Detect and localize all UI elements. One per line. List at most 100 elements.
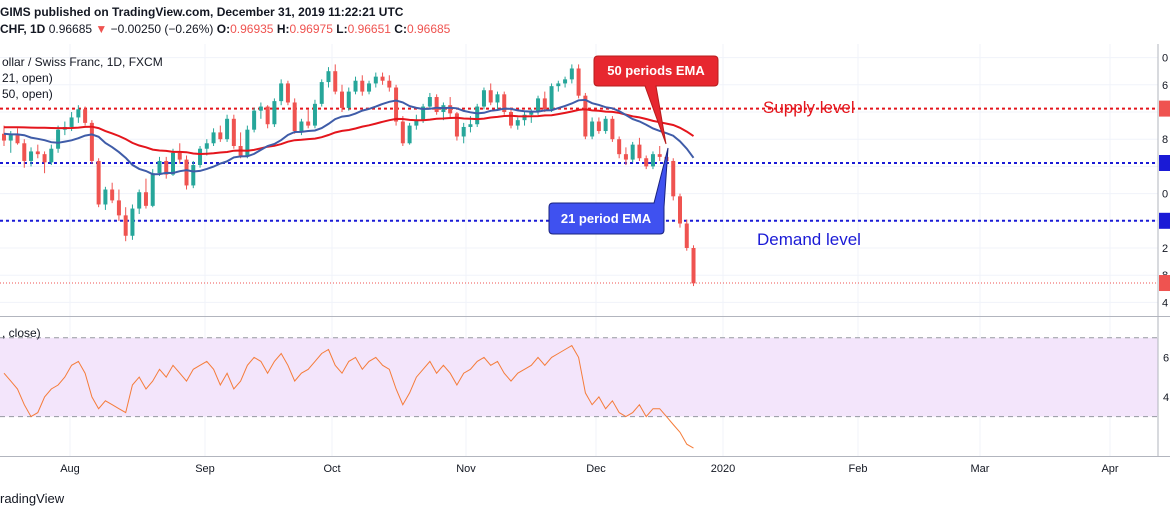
tradingview-brand: radingView: [0, 491, 65, 506]
candle: [279, 79, 284, 106]
candle-body: [306, 121, 311, 126]
candle-body: [610, 118, 615, 140]
candle-body: [89, 122, 94, 161]
candle-body: [373, 76, 378, 84]
candle: [387, 75, 392, 92]
candle: [49, 144, 54, 166]
candle-body: [42, 154, 47, 163]
candle-body: [556, 83, 561, 87]
rsi-legend: , close): [2, 326, 41, 340]
candle-body: [49, 148, 54, 163]
ema50-line: [3, 108, 695, 156]
ema21-callout: 21 period EMA: [548, 147, 669, 235]
candle-body: [468, 124, 473, 127]
candle-body: [380, 76, 385, 81]
candle: [502, 91, 507, 115]
time-tick-label: Sep: [195, 463, 215, 475]
candle-body: [15, 135, 20, 144]
candle: [35, 144, 40, 159]
candle: [245, 125, 250, 159]
candle-body: [299, 121, 304, 132]
candle-body: [285, 83, 290, 103]
low-label: L:: [336, 22, 348, 36]
candle-body: [536, 98, 541, 112]
candle-body: [218, 132, 223, 140]
price-tick-label: 4: [1162, 297, 1168, 309]
candle: [475, 103, 480, 127]
candle: [225, 114, 230, 142]
candle-body: [312, 103, 317, 126]
candle: [116, 189, 121, 221]
candle: [549, 83, 554, 112]
candle: [103, 186, 108, 210]
candle: [110, 182, 115, 204]
candle-body: [326, 71, 331, 83]
candle-body: [279, 83, 284, 102]
candle: [252, 107, 257, 133]
candle-body: [272, 101, 277, 125]
candle: [367, 80, 372, 95]
rsi-axis: 46: [1163, 352, 1169, 403]
down-arrow-icon: ▼: [95, 22, 108, 36]
candle-body: [434, 97, 439, 112]
candle-body: [184, 159, 189, 186]
candle-body: [164, 160, 169, 175]
price-tick-label: 6: [1162, 80, 1168, 92]
candle: [427, 92, 432, 110]
ema50-callout-text: 50 periods EMA: [607, 63, 705, 78]
candle: [509, 109, 513, 129]
time-tick-label: 2020: [711, 463, 735, 475]
candle-body: [644, 158, 649, 167]
candle: [610, 116, 615, 142]
time-tick-label: Oct: [323, 463, 340, 475]
candle: [340, 84, 344, 112]
candle: [434, 94, 439, 115]
candle: [407, 122, 412, 145]
candle-body: [590, 121, 595, 137]
price-tick-label: 0: [1162, 189, 1168, 201]
candle: [326, 67, 331, 88]
candle-body: [29, 151, 34, 161]
ema21-callout-text: 21 period EMA: [561, 211, 652, 226]
candle-body: [509, 112, 513, 126]
time-tick-label: Dec: [586, 463, 606, 475]
time-tick-label: Mar: [971, 463, 990, 475]
price-axis: 4826048260: [1159, 53, 1170, 309]
open-value: 0.96935: [230, 22, 274, 36]
candle-body: [56, 129, 61, 149]
candle: [177, 143, 182, 164]
candle-body: [171, 152, 175, 175]
rsi-band: [0, 337, 1158, 417]
price-tick-label: 0: [1162, 53, 1168, 65]
candle-body: [448, 105, 453, 114]
candle-body: [461, 126, 466, 137]
candle-body: [191, 165, 196, 186]
candle-body: [367, 83, 372, 92]
candle: [353, 76, 358, 95]
candle-body: [96, 160, 101, 205]
candle: [22, 139, 27, 168]
price-tick-label: 2: [1162, 243, 1168, 255]
candles: [2, 64, 696, 287]
candle: [556, 80, 561, 92]
candle-body: [143, 192, 148, 206]
open-label: O:: [216, 22, 231, 36]
candle-body: [245, 129, 250, 156]
ema21-legend: 21, open): [2, 71, 53, 85]
candle: [650, 151, 655, 170]
candle: [495, 91, 500, 111]
candle-body: [515, 120, 520, 126]
ohlc-header: CHF, 1D 0.96685 ▼ −0.00250 (−0.26%) O:0.…: [0, 22, 450, 36]
candle: [678, 193, 682, 228]
candle: [623, 147, 628, 166]
candle-body: [522, 114, 527, 121]
candle: [319, 79, 324, 107]
candle-body: [198, 148, 203, 166]
candle-body: [83, 109, 88, 123]
candle-body: [265, 106, 270, 125]
candle-body: [427, 97, 432, 107]
candle: [42, 151, 47, 174]
high-value: 0.96975: [289, 22, 333, 36]
last-price: 0.96685: [48, 22, 93, 36]
